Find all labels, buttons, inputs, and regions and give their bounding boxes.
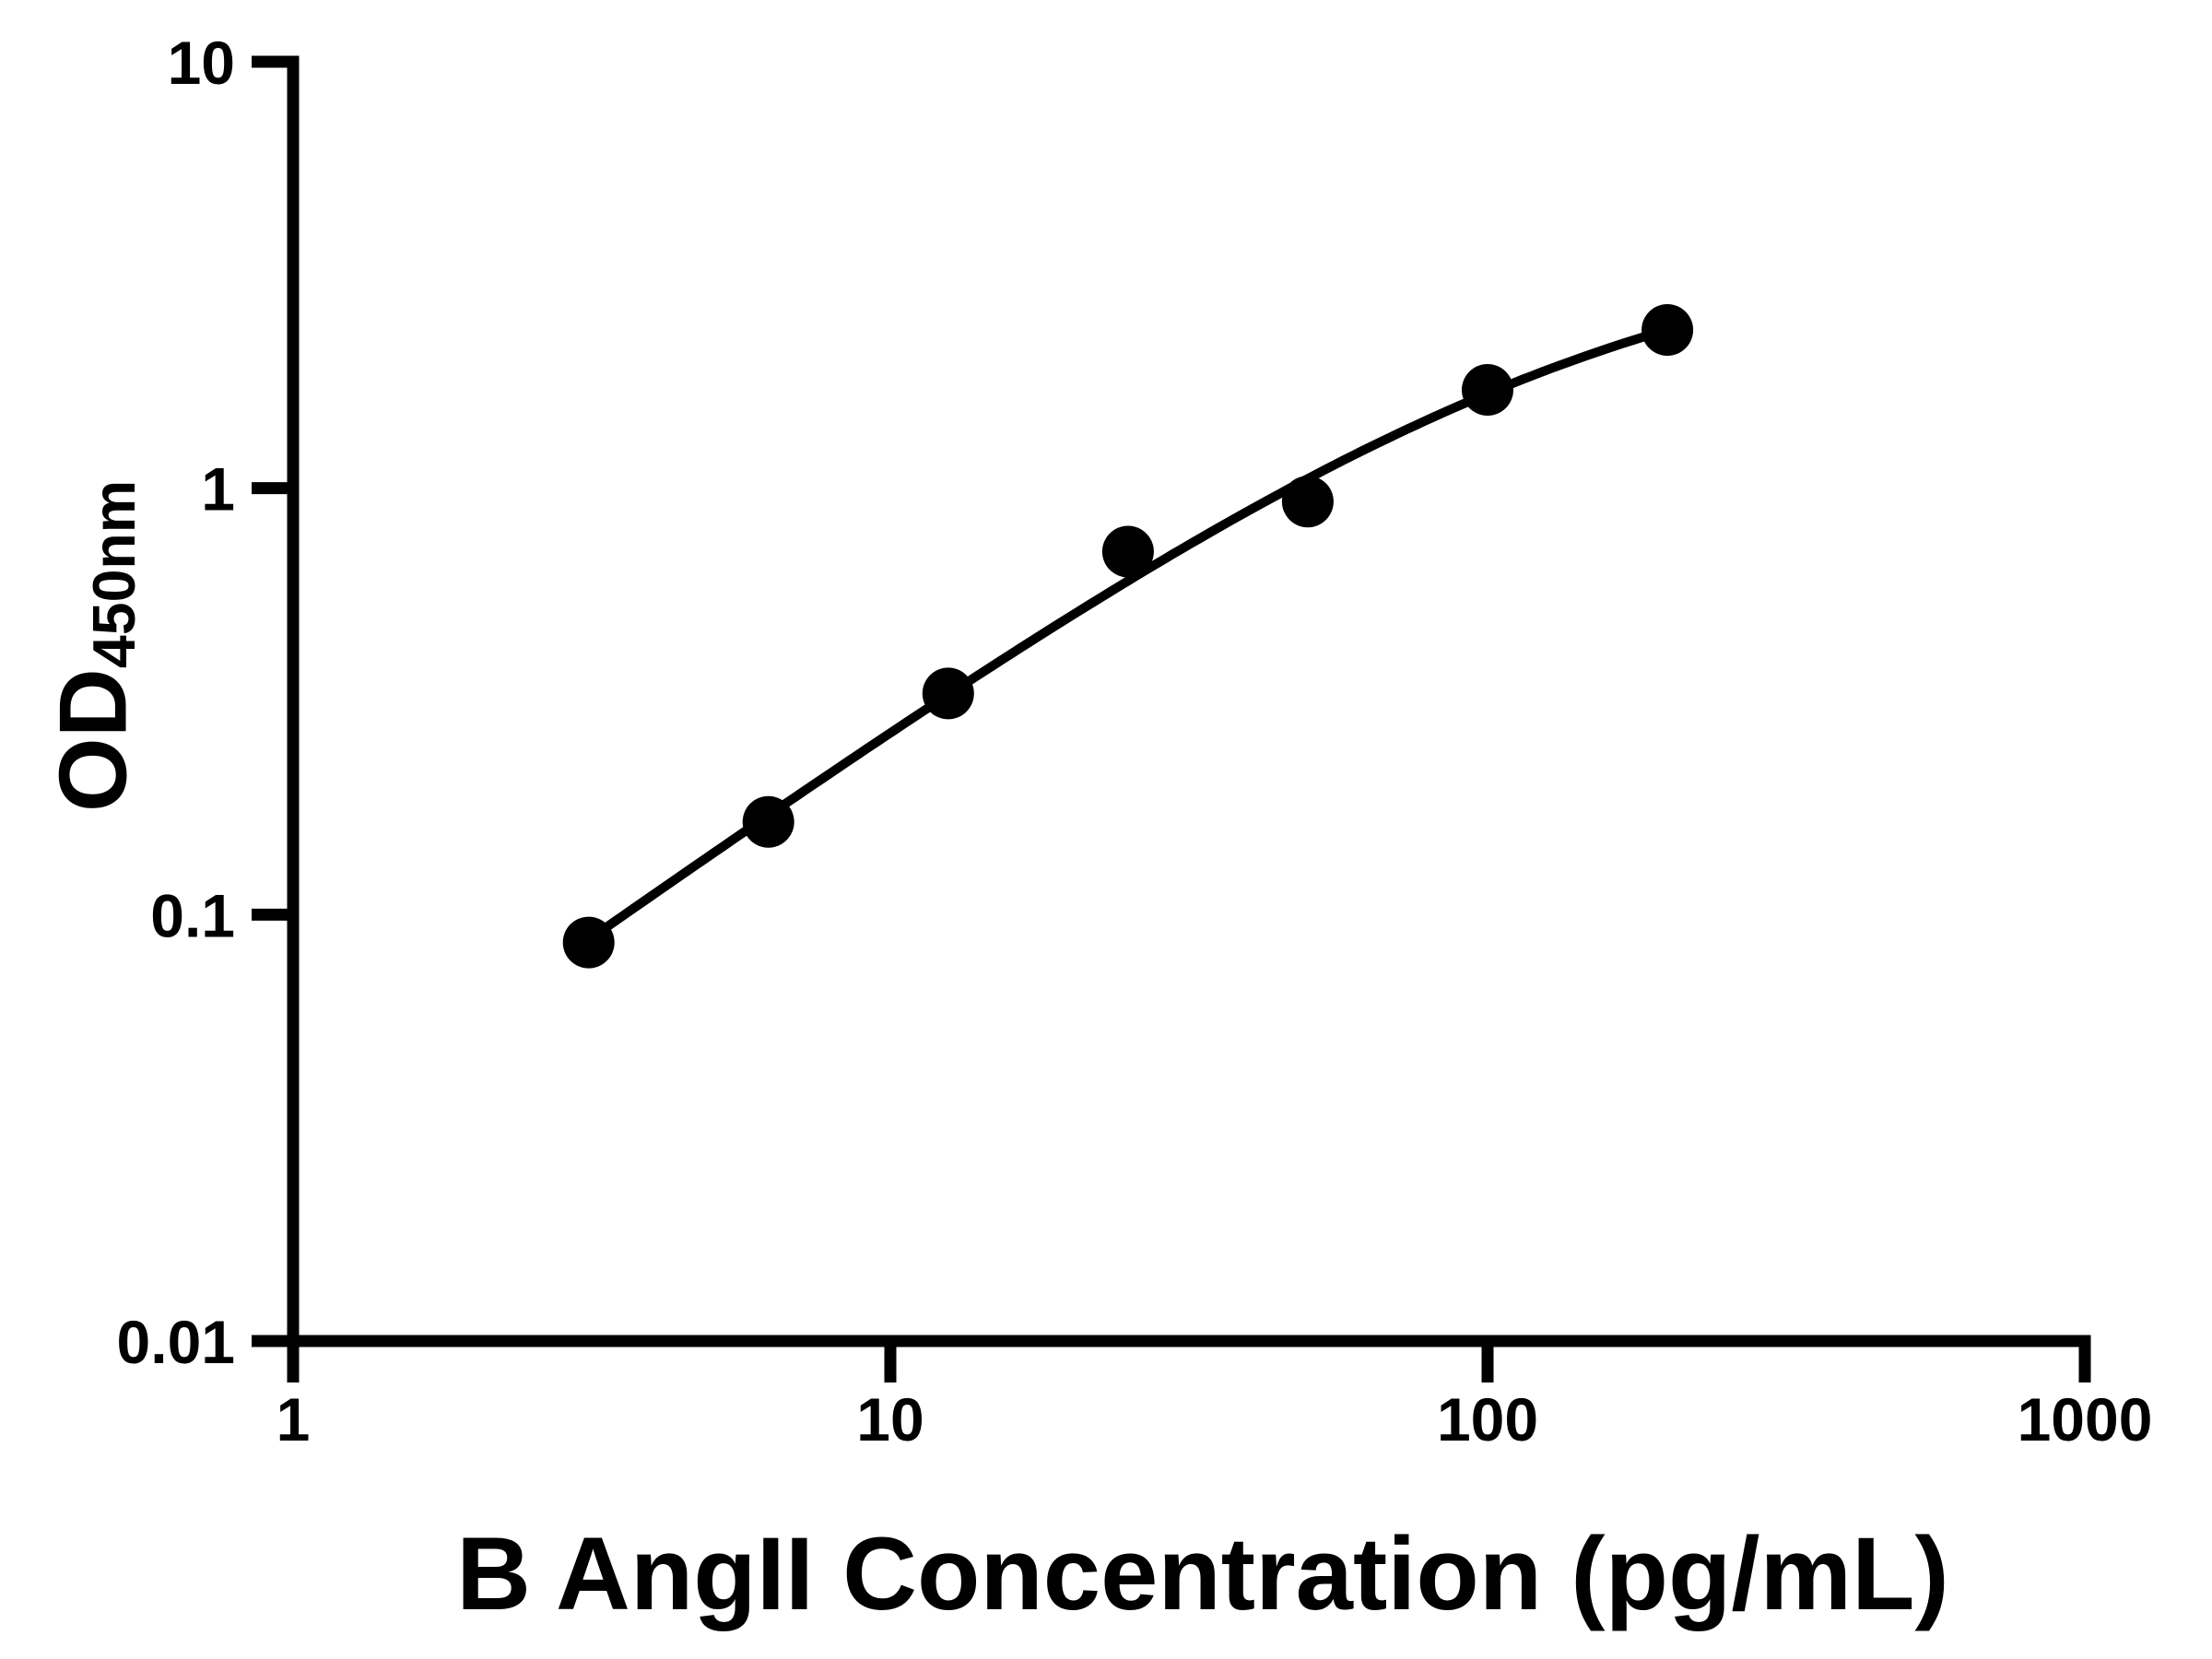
y-tick-label: 1: [201, 455, 235, 524]
y-axis-title-subscript: 450nm: [81, 479, 148, 669]
x-tick-label: 1000: [2018, 1385, 2153, 1453]
y-tick-label: 0.1: [150, 881, 235, 949]
x-axis-title: B AngII Concentration (pg/mL): [456, 1516, 1949, 1631]
data-point: [562, 916, 615, 969]
data-point: [1641, 304, 1694, 356]
data-point: [742, 795, 794, 848]
y-tick-label: 0.01: [117, 1308, 235, 1376]
fit-curve: [583, 324, 1673, 945]
data-point: [922, 667, 974, 720]
x-tick-label: 1: [276, 1385, 311, 1453]
y-tick-label: 10: [168, 29, 235, 97]
data-point: [1281, 476, 1334, 528]
data-point: [1101, 525, 1154, 578]
y-axis-title-main: OD: [40, 668, 147, 813]
x-tick-label: 10: [856, 1385, 924, 1453]
x-tick-label: 100: [1437, 1385, 1538, 1453]
y-axis-title: OD450nm: [40, 479, 148, 812]
data-point: [1462, 364, 1513, 416]
